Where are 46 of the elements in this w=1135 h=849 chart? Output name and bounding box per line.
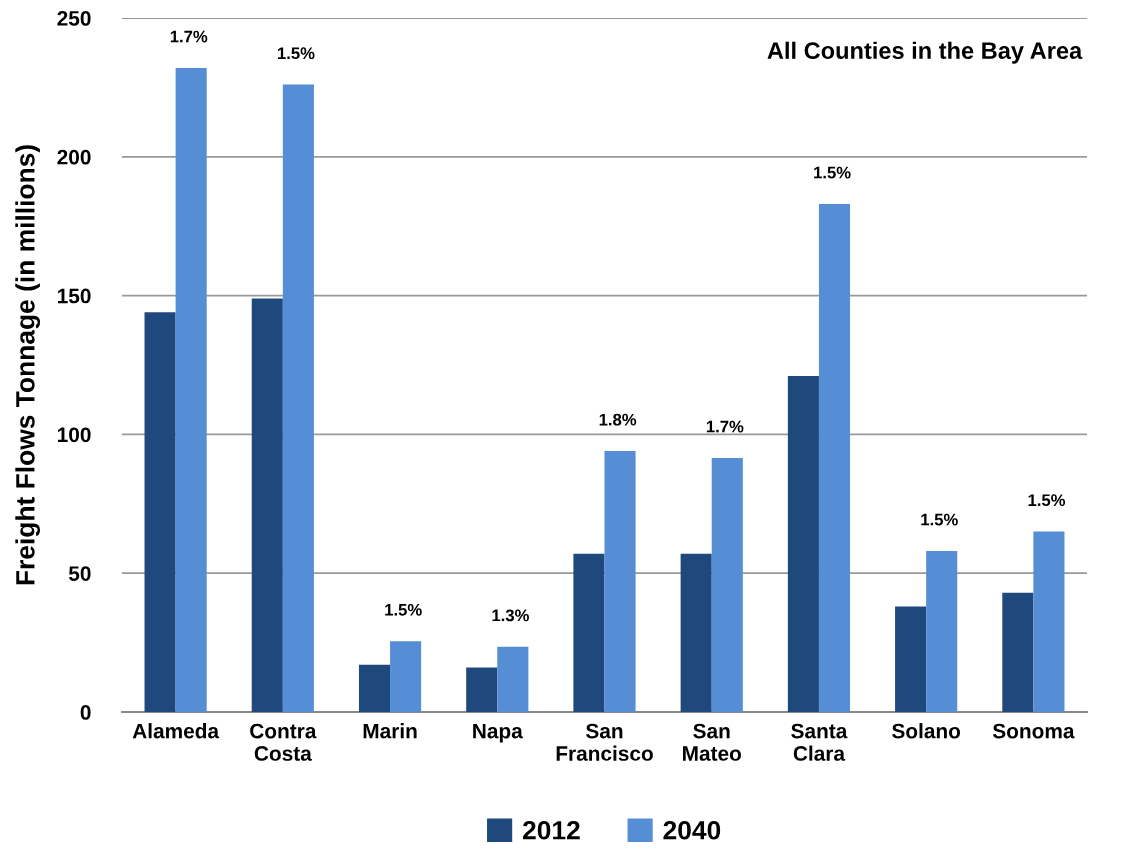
annotation: 1.5%: [278, 47, 315, 60]
x-tick-label: San Francisco: [556, 723, 653, 761]
bar: [144, 312, 176, 712]
annotation: 1.8%: [599, 413, 637, 426]
x-tick-label: San Mateo: [683, 723, 742, 761]
bar: [1002, 592, 1034, 712]
legend-label: 2012: [522, 820, 580, 840]
annotation: All Counties in the Bay Area: [767, 41, 1083, 64]
y-tick-label: 100: [58, 427, 91, 443]
y-tick-label: 50: [68, 566, 91, 581]
bar: [895, 606, 927, 712]
x-tick-label: Santa Clara: [791, 723, 848, 761]
x-tick-label: Marin: [363, 723, 417, 739]
x-tick-label: Napa: [473, 723, 523, 743]
annotation: 1.5%: [385, 603, 422, 616]
bar: [251, 298, 283, 712]
bar: [466, 667, 498, 712]
annotation: 1.5%: [1028, 494, 1066, 507]
bar: [282, 84, 314, 712]
x-tick-label: Alameda: [132, 723, 220, 739]
y-axis-title: Freight Flows Tonnage (in millions): [15, 145, 41, 585]
bar: [358, 664, 391, 712]
bar: [604, 451, 636, 712]
bar: [711, 458, 743, 712]
bar: [787, 376, 819, 712]
bar: [1033, 531, 1065, 712]
y-tick-label: 150: [58, 288, 91, 304]
y-tick-label: 0: [80, 705, 91, 720]
bar: [573, 553, 605, 712]
y-tick-label: 250: [57, 11, 91, 26]
annotation: 1.5%: [921, 513, 958, 526]
bar: [680, 553, 712, 712]
annotation: 1.7%: [170, 30, 208, 43]
annotation: 1.5%: [814, 166, 851, 179]
legend-label: 2040: [663, 820, 721, 840]
bar: [818, 203, 851, 712]
annotation: 1.7%: [706, 420, 744, 433]
x-tick-label: Contra Costa: [250, 723, 317, 761]
y-tick-label: 200: [57, 149, 91, 165]
bar: [175, 67, 207, 712]
annotation: 1.3%: [492, 609, 529, 622]
bar: [926, 550, 958, 712]
bar: [390, 641, 422, 712]
x-tick-label: Solano: [892, 723, 961, 739]
bar: [497, 646, 529, 712]
x-tick-label: Sonoma: [992, 723, 1075, 739]
